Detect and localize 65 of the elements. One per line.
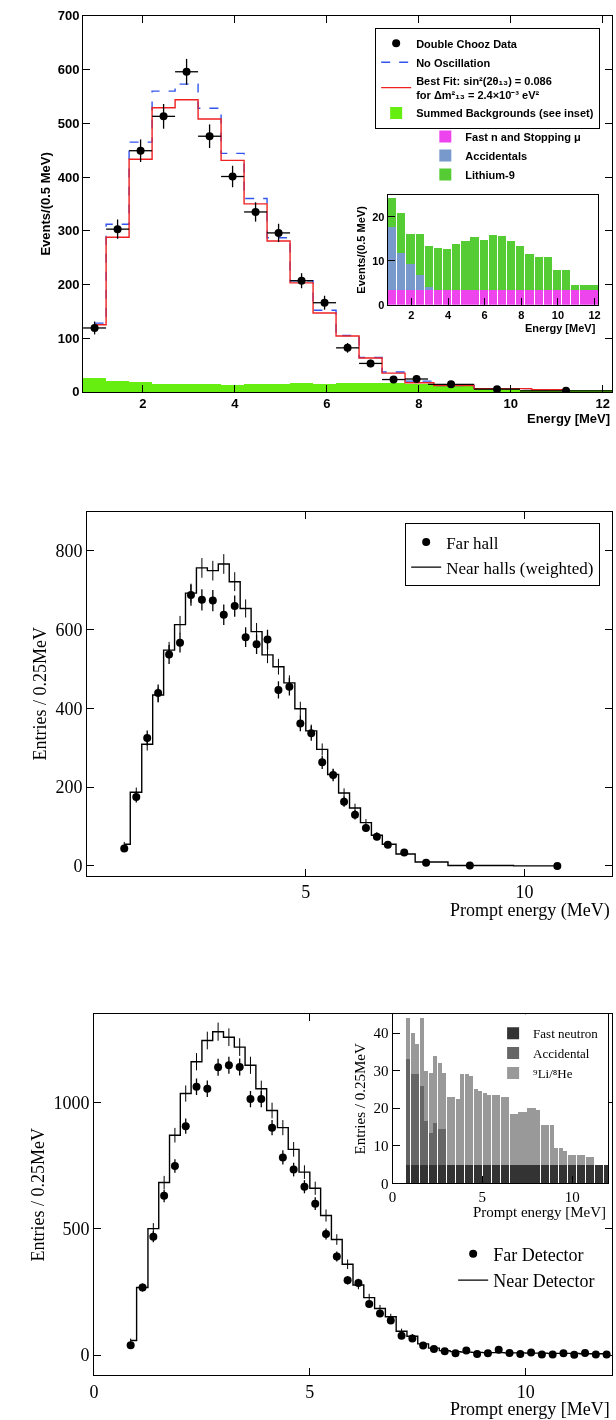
legend-label: No Oscillation xyxy=(416,56,491,69)
x-tick-label: 2 xyxy=(408,309,415,322)
x-tick-label: 8 xyxy=(415,396,423,412)
y-tick-label: 20 xyxy=(372,210,385,223)
y-tick-label: 30 xyxy=(373,1062,389,1079)
x-tick-label: 6 xyxy=(323,396,331,412)
y-axis-title: Events/(0.5 MeV) xyxy=(37,152,53,256)
y-tick-label: 0 xyxy=(73,856,83,877)
y-tick-label: 0 xyxy=(378,298,385,311)
x-tick-label: 4 xyxy=(444,309,452,322)
y-axis-title: Entries / 0.25MeV xyxy=(27,1128,48,1262)
legend-label: Best Fit: sin²(2θ₁₃) = 0.086 for Δm²₁₃ = 2.4×10⁻³ eV² xyxy=(416,74,552,102)
y-tick-label: 500 xyxy=(62,1219,90,1240)
x-tick-label: 10 xyxy=(516,1381,535,1402)
y-tick-label: 0 xyxy=(72,384,80,400)
legend-label: Accidentals xyxy=(465,149,528,162)
x-axis-title: Prompt energy (MeV) xyxy=(450,900,610,921)
y-tick-label: 700 xyxy=(57,8,80,24)
y-axis-title: Entries / 0.25MeV xyxy=(351,1043,368,1155)
y-tick-label: 10 xyxy=(372,254,385,267)
legend-label: ⁹Li/⁸He xyxy=(533,1066,573,1082)
legend-label: Near Detector xyxy=(493,1271,595,1292)
legend-label: Far hall xyxy=(446,533,499,553)
y-tick-label: 200 xyxy=(55,777,83,798)
x-tick-label: 8 xyxy=(518,309,525,322)
y-tick-label: 0 xyxy=(381,1175,389,1192)
legend-label: Summed Backgrounds (see inset) xyxy=(416,107,594,120)
x-axis-title: Energy [MeV] xyxy=(525,322,596,334)
y-tick-label: 600 xyxy=(55,620,83,640)
y-tick-label: 600 xyxy=(57,62,80,78)
y-tick-label: 500 xyxy=(57,115,80,131)
x-tick-label: 10 xyxy=(551,309,565,322)
y-tick-label: 0 xyxy=(80,1345,90,1366)
x-tick-label: 12 xyxy=(595,396,611,412)
x-tick-label: 5 xyxy=(478,1189,487,1206)
y-tick-label: 300 xyxy=(57,223,80,239)
y-axis-title: Entries / 0.25MeV xyxy=(29,626,50,761)
x-tick-label: 5 xyxy=(305,1381,315,1402)
legend-label: Far Detector xyxy=(493,1244,584,1265)
y-tick-label: 10 xyxy=(373,1138,389,1155)
legend-label: Near halls (weighted) xyxy=(446,558,594,578)
x-axis-title: Prompt energy [MeV] xyxy=(450,1399,610,1419)
legend-label: Lithium-9 xyxy=(465,168,515,181)
x-tick-label: 2 xyxy=(139,396,147,412)
y-tick-label: 20 xyxy=(373,1100,389,1117)
legend-label: Fast neutron xyxy=(533,1026,599,1042)
y-tick-label: 1000 xyxy=(53,1092,90,1113)
y-tick-label: 400 xyxy=(55,698,83,719)
y-tick-label: 400 xyxy=(57,169,80,185)
y-tick-label: 800 xyxy=(55,541,83,562)
y-tick-label: 100 xyxy=(57,330,80,346)
x-tick-label: 10 xyxy=(503,396,519,412)
legend-label: Accidental xyxy=(533,1046,590,1062)
x-axis-title: Energy [MeV] xyxy=(527,411,611,426)
x-tick-label: 4 xyxy=(231,396,240,412)
x-tick-label: 5 xyxy=(301,882,311,903)
y-axis-title: Events/(0.5 MeV) xyxy=(354,205,367,294)
x-axis-title: Prompt energy [MeV] xyxy=(473,1204,607,1220)
x-tick-label: 12 xyxy=(588,309,601,322)
y-tick-label: 40 xyxy=(373,1025,389,1042)
x-tick-label: 6 xyxy=(481,309,488,322)
y-tick-label: 200 xyxy=(57,277,80,293)
legend-label: Double Chooz Data xyxy=(416,37,518,50)
x-tick-label: 10 xyxy=(564,1189,580,1206)
legend-label: Fast n and Stopping μ xyxy=(465,130,581,143)
